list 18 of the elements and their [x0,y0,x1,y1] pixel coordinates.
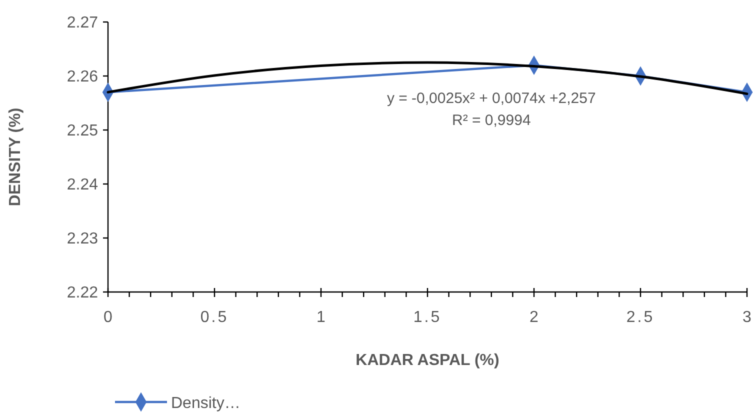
x-tick-label: 1.5 [413,309,442,326]
x-tick-label: 0.5 [200,309,229,326]
x-tick-label: 0 [104,309,113,326]
x-tick-label: 2 [530,309,539,326]
y-tick-label: 2.22 [66,284,98,302]
x-tick-label: 1 [316,309,326,326]
annotation: y = -0,0025x² + 0,0074x +2,257 [386,90,596,107]
y-tick-label: 2.24 [66,176,98,194]
legend-label: Density… [171,395,240,412]
y-tick-label: 2.25 [66,122,98,140]
y-tick-label: 2.27 [66,14,98,32]
x-axis-title: KADAR ASPAL (%) [356,352,500,369]
x-tick-label: 2.5 [626,309,655,326]
y-axis-title: DENSITY (%) [7,108,24,206]
x-tick-label: 3 [742,309,752,326]
y-tick-label: 2.26 [66,68,98,86]
y-tick-label: 2.23 [66,230,98,248]
annotation: R² = 0,9994 [452,112,531,129]
